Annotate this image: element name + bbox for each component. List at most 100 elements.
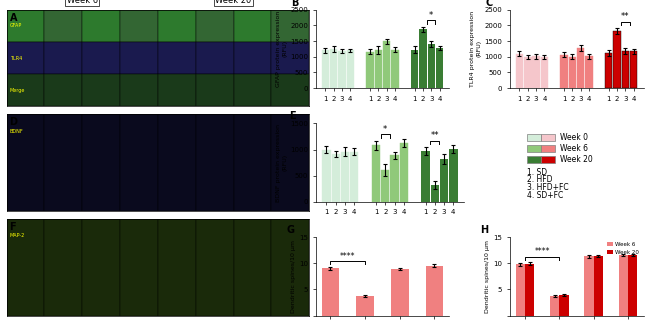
Bar bbox=[346, 51, 354, 88]
Bar bbox=[272, 42, 309, 74]
Bar bbox=[515, 264, 525, 316]
Bar bbox=[272, 74, 309, 107]
Bar bbox=[593, 256, 603, 316]
Y-axis label: BDNF protein expression
(RFU): BDNF protein expression (RFU) bbox=[276, 124, 287, 202]
FancyBboxPatch shape bbox=[527, 145, 541, 152]
Bar bbox=[82, 114, 120, 211]
FancyBboxPatch shape bbox=[541, 156, 556, 163]
Bar bbox=[120, 42, 158, 74]
Bar bbox=[322, 51, 329, 88]
Bar bbox=[158, 219, 196, 316]
Text: D: D bbox=[10, 117, 18, 127]
Bar bbox=[196, 42, 233, 74]
Text: TLR4: TLR4 bbox=[10, 56, 22, 61]
Text: **: ** bbox=[621, 12, 630, 21]
Text: *: * bbox=[383, 125, 387, 134]
Bar bbox=[272, 219, 309, 316]
Text: H: H bbox=[480, 225, 488, 235]
Text: Week 6: Week 6 bbox=[66, 0, 98, 5]
Bar bbox=[44, 42, 82, 74]
Bar bbox=[541, 57, 548, 88]
Bar bbox=[569, 57, 576, 88]
Bar bbox=[560, 54, 568, 88]
Text: Week 20: Week 20 bbox=[215, 0, 252, 5]
Bar bbox=[350, 152, 358, 202]
Bar bbox=[233, 10, 272, 42]
Bar bbox=[322, 269, 339, 316]
Bar bbox=[233, 74, 272, 107]
Bar bbox=[233, 42, 272, 74]
Bar bbox=[560, 295, 569, 316]
Bar bbox=[6, 74, 44, 107]
Text: Week 0: Week 0 bbox=[560, 133, 588, 142]
Bar bbox=[525, 264, 534, 316]
Bar bbox=[120, 114, 158, 211]
Bar bbox=[391, 50, 398, 88]
Bar bbox=[366, 52, 374, 88]
FancyBboxPatch shape bbox=[541, 145, 556, 152]
Text: ****: **** bbox=[340, 251, 356, 260]
Bar bbox=[6, 10, 44, 42]
Bar bbox=[391, 155, 398, 202]
Text: F: F bbox=[10, 222, 16, 232]
Bar bbox=[233, 219, 272, 316]
Bar bbox=[6, 42, 44, 74]
Bar bbox=[577, 48, 584, 88]
Y-axis label: TLR4 protein expression
(RFU): TLR4 protein expression (RFU) bbox=[471, 11, 481, 87]
Bar bbox=[196, 114, 233, 211]
Bar bbox=[44, 10, 82, 42]
Bar bbox=[440, 159, 448, 202]
Bar bbox=[381, 170, 389, 202]
Bar bbox=[82, 219, 120, 316]
Text: E: E bbox=[289, 111, 295, 121]
Bar bbox=[584, 256, 593, 316]
Bar bbox=[372, 145, 380, 202]
Y-axis label: Dendritic spines/10 μm: Dendritic spines/10 μm bbox=[291, 240, 296, 313]
Bar bbox=[532, 56, 540, 88]
Bar bbox=[426, 266, 443, 316]
Bar bbox=[421, 151, 430, 202]
Bar bbox=[196, 74, 233, 107]
Text: G: G bbox=[286, 225, 294, 235]
Text: 2. HFD: 2. HFD bbox=[527, 175, 552, 185]
Y-axis label: Dendritic spines/10 μm: Dendritic spines/10 μm bbox=[485, 240, 490, 313]
Bar bbox=[628, 255, 638, 316]
Bar bbox=[332, 154, 340, 202]
Text: ****: **** bbox=[534, 247, 550, 256]
Bar bbox=[120, 74, 158, 107]
Bar bbox=[272, 114, 309, 211]
Bar bbox=[6, 114, 44, 211]
Bar bbox=[158, 42, 196, 74]
Bar bbox=[605, 53, 612, 88]
Bar bbox=[233, 114, 272, 211]
Text: **: ** bbox=[430, 131, 439, 140]
FancyBboxPatch shape bbox=[527, 134, 541, 141]
Bar bbox=[322, 149, 331, 202]
Bar bbox=[82, 10, 120, 42]
Bar bbox=[621, 51, 629, 88]
Y-axis label: GFAP protein expression
(RFU): GFAP protein expression (RFU) bbox=[276, 11, 287, 87]
Bar bbox=[82, 42, 120, 74]
Bar bbox=[411, 50, 419, 88]
Bar bbox=[391, 269, 409, 316]
Text: B: B bbox=[291, 0, 299, 8]
Bar bbox=[44, 114, 82, 211]
Text: *: * bbox=[429, 11, 434, 20]
Text: A: A bbox=[10, 13, 17, 23]
Text: 1. SD: 1. SD bbox=[527, 167, 547, 176]
Bar bbox=[120, 10, 158, 42]
Bar bbox=[44, 219, 82, 316]
Bar bbox=[619, 255, 628, 316]
Bar bbox=[614, 31, 621, 88]
Bar bbox=[400, 143, 408, 202]
Bar bbox=[158, 74, 196, 107]
Bar bbox=[585, 56, 593, 88]
Bar bbox=[431, 185, 439, 202]
Bar bbox=[158, 10, 196, 42]
Bar bbox=[436, 48, 443, 88]
Text: MAP-2: MAP-2 bbox=[10, 233, 25, 238]
Bar bbox=[356, 296, 374, 316]
Text: 3. HFD+FC: 3. HFD+FC bbox=[527, 183, 569, 192]
Bar bbox=[44, 74, 82, 107]
Bar bbox=[82, 74, 120, 107]
